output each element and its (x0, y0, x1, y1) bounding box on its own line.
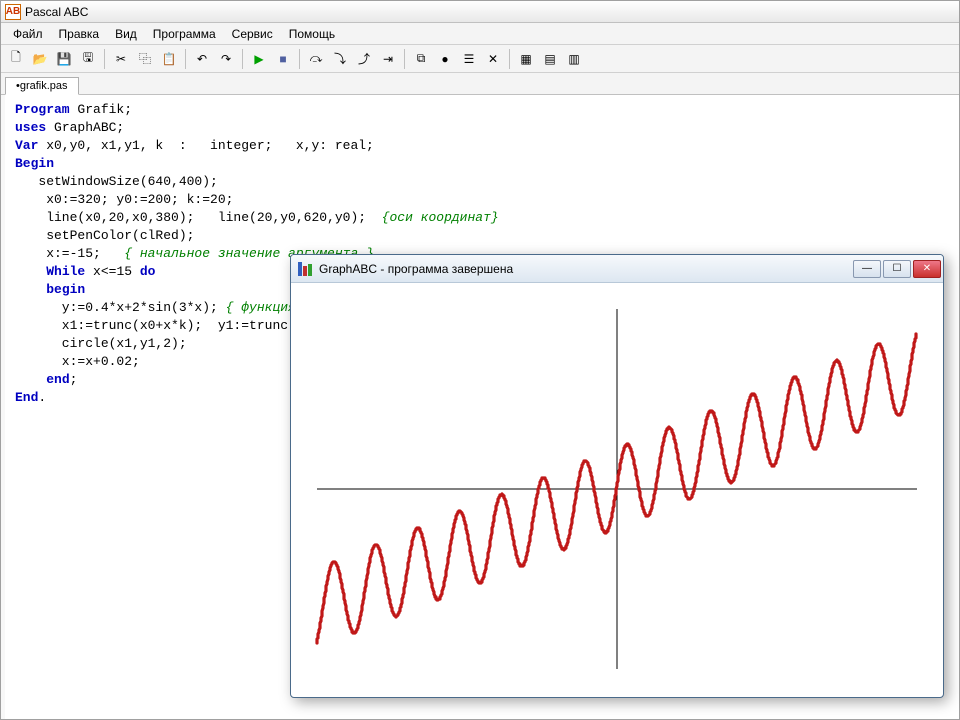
form-events-icon[interactable]: ▥ (563, 48, 585, 70)
graph-window-title: GraphABC - программа завершена (319, 262, 513, 276)
menu-item-5[interactable]: Помощь (281, 25, 343, 43)
step-out-icon[interactable]: ⤴ (353, 48, 375, 70)
graph-svg (297, 289, 937, 689)
undo-icon[interactable]: ↶ (191, 48, 213, 70)
run-icon[interactable]: ▶ (248, 48, 270, 70)
maximize-button[interactable]: ☐ (883, 260, 911, 278)
menubar: ФайлПравкаВидПрограммаСервисПомощь (1, 23, 959, 45)
menu-item-1[interactable]: Правка (51, 25, 108, 43)
toolbar-separator (104, 49, 105, 69)
form-code-icon[interactable]: ▤ (539, 48, 561, 70)
redo-icon[interactable]: ↷ (215, 48, 237, 70)
new-file-icon[interactable]: 🗋 (5, 48, 27, 70)
clear-bp-icon[interactable]: ✕ (482, 48, 504, 70)
toolbar-separator (509, 49, 510, 69)
tab-active[interactable]: •grafik.pas (5, 77, 79, 95)
menu-item-4[interactable]: Сервис (224, 25, 281, 43)
menu-item-2[interactable]: Вид (107, 25, 145, 43)
var-watch-icon[interactable]: ⧉ (410, 48, 432, 70)
step-over-icon[interactable]: ⤼ (305, 48, 327, 70)
stop-icon[interactable]: ■ (272, 48, 294, 70)
toolbar-separator (242, 49, 243, 69)
watch-list-icon[interactable]: ☰ (458, 48, 480, 70)
menu-item-3[interactable]: Программа (145, 25, 224, 43)
form-designer-icon[interactable]: ▦ (515, 48, 537, 70)
paste-icon[interactable]: 📋 (158, 48, 180, 70)
toolbar: 🗋📂💾🖫 ✂⿻📋 ↶↷ ▶■ ⤼⤵⤴⇥ ⧉●☰✕ ▦▤▥ (1, 45, 959, 73)
cut-icon[interactable]: ✂ (110, 48, 132, 70)
window-buttons: — ☐ ✕ (853, 260, 941, 278)
graphabc-icon (297, 261, 313, 277)
minimize-button[interactable]: — (853, 260, 881, 278)
tabbar: •grafik.pas (1, 73, 959, 95)
app-icon: AB (5, 4, 21, 20)
toolbar-separator (185, 49, 186, 69)
step-into-icon[interactable]: ⤵ (329, 48, 351, 70)
graph-canvas (297, 289, 937, 689)
run-to-cursor-icon[interactable]: ⇥ (377, 48, 399, 70)
copy-icon[interactable]: ⿻ (134, 48, 156, 70)
graph-titlebar: GraphABC - программа завершена — ☐ ✕ (291, 255, 943, 283)
graph-output-window: GraphABC - программа завершена — ☐ ✕ (290, 254, 944, 698)
toolbar-separator (404, 49, 405, 69)
save-icon[interactable]: 💾 (53, 48, 75, 70)
menu-item-0[interactable]: Файл (5, 25, 51, 43)
window-title: Pascal ABC (25, 5, 88, 19)
open-file-icon[interactable]: 📂 (29, 48, 51, 70)
close-button[interactable]: ✕ (913, 260, 941, 278)
breakpoint-icon[interactable]: ● (434, 48, 456, 70)
toolbar-separator (299, 49, 300, 69)
titlebar: AB Pascal ABC (1, 1, 959, 23)
save-all-icon[interactable]: 🖫 (77, 48, 99, 70)
